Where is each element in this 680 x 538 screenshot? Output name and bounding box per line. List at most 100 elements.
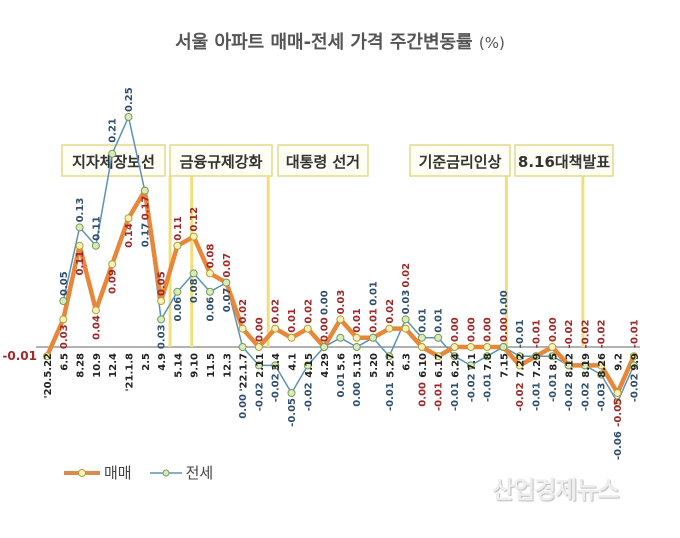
legend-label: 전세 <box>185 464 214 482</box>
x-tick-label: 6.5 <box>59 353 70 371</box>
title-wrap: 서울 아파트 매매-전세 가격 주간변동률 (%) <box>175 28 505 54</box>
x-tick-label: 7.8 <box>483 353 494 371</box>
data-point <box>320 343 329 351</box>
data-label: -0.02 <box>580 320 591 349</box>
data-label: 0.08 <box>206 244 217 269</box>
x-tick-label: 8.19 <box>581 353 592 378</box>
data-label: -0.01 <box>434 382 445 411</box>
data-label: -0.06 <box>613 431 624 460</box>
data-point <box>466 343 475 351</box>
x-tick-label: 5.20 <box>369 353 380 378</box>
data-point <box>434 352 443 361</box>
data-point <box>124 214 133 223</box>
data-point <box>564 361 573 370</box>
x-tick-label: 7.29 <box>532 353 543 378</box>
x-tick-label: 5.6 <box>336 353 347 371</box>
x-tick-label: 12.3 <box>222 353 233 378</box>
data-point <box>140 186 149 195</box>
data-label: 0.00 <box>320 290 331 315</box>
data-point <box>206 269 214 278</box>
data-point <box>613 389 622 397</box>
data-label: -0.01 <box>2 349 37 363</box>
data-label: -0.01 <box>515 319 526 348</box>
data-label: -0.05 <box>613 398 624 427</box>
data-label: 0.14 <box>124 223 135 248</box>
x-tick-label: 9.10 <box>190 353 201 378</box>
data-point <box>254 343 263 351</box>
data-point <box>580 361 589 370</box>
x-tick-label: 4.29 <box>320 353 331 378</box>
data-point <box>483 352 492 361</box>
data-point <box>385 352 394 361</box>
x-tick-label: 10.9 <box>92 353 103 378</box>
data-label: 0.00 <box>320 317 331 342</box>
data-label: 0.02 <box>385 299 396 324</box>
annotation-box <box>409 144 511 177</box>
x-tick-label: '22.1.7 <box>239 353 250 392</box>
data-point <box>108 149 117 158</box>
data-label: 0.02 <box>401 263 412 288</box>
data-label: -0.01 <box>548 373 559 402</box>
data-label: 0.00 <box>466 317 477 342</box>
x-tick-label: 4.1 <box>288 353 299 371</box>
data-label: 0.12 <box>189 207 200 232</box>
data-point <box>157 315 166 324</box>
data-label: 0.03 <box>59 324 70 349</box>
data-label: 0.02 <box>238 299 249 324</box>
data-point <box>271 361 280 370</box>
data-point <box>548 343 557 351</box>
data-label: 0.01 <box>417 308 428 333</box>
x-tick-label: 3.4 <box>271 353 282 371</box>
data-label: 0.00 <box>483 317 494 342</box>
x-tick-label: 6.17 <box>434 353 445 378</box>
data-point <box>450 352 459 361</box>
data-point <box>189 269 198 278</box>
x-tick-label: 8.5 <box>548 353 559 371</box>
data-point <box>173 287 182 296</box>
data-point <box>108 260 117 269</box>
annotation-label: 8.16대책발표 <box>518 153 610 171</box>
data-point <box>59 315 68 324</box>
data-point <box>157 297 166 305</box>
data-label: -0.03 <box>597 383 608 412</box>
annotation-box <box>277 144 369 177</box>
data-label: 0.02 <box>271 299 282 324</box>
title-text: 서울 아파트 매매-전세 가격 주간변동률 <box>175 32 473 53</box>
data-label: 0.01 <box>434 308 445 333</box>
x-tick-label: 2.11 <box>255 353 266 378</box>
data-point <box>629 361 638 370</box>
x-tick-label: 12.4 <box>108 353 119 378</box>
data-label: 0.03 <box>401 290 412 315</box>
data-point <box>59 297 68 305</box>
annotation-label: 금융규제강화 <box>180 153 263 171</box>
data-label: -0.02 <box>271 373 282 402</box>
x-tick-label: 5.27 <box>385 353 396 378</box>
data-label: 0.11 <box>75 251 86 276</box>
data-point <box>75 223 84 232</box>
x-tick-label: 7.15 <box>499 353 510 378</box>
data-point <box>206 287 214 296</box>
data-label: 0.00 <box>238 394 249 419</box>
x-tick-label: 2.5 <box>141 353 152 371</box>
data-label: -0.02 <box>564 382 575 411</box>
annotation-label: 대통령 선거 <box>286 153 360 171</box>
x-tick-label: '20.5.22 <box>43 353 54 398</box>
data-label: -0.01 <box>385 382 396 411</box>
data-label: 0.00 <box>417 382 428 407</box>
data-point <box>401 315 410 324</box>
data-label: 0.17 <box>140 223 151 248</box>
data-label: 0.11 <box>173 216 184 241</box>
data-point <box>417 333 426 342</box>
data-label: 0.01 <box>369 281 380 306</box>
x-tick-label: 4.15 <box>304 353 315 378</box>
x-tick-label: 5.13 <box>353 353 364 378</box>
data-label: 0.00 <box>499 290 510 315</box>
data-label: -0.02 <box>597 320 608 349</box>
data-label: 0.00 <box>352 382 363 407</box>
x-tick-label: 6.3 <box>402 353 413 371</box>
data-point <box>336 315 345 324</box>
data-point <box>238 343 247 351</box>
data-point <box>91 241 100 250</box>
legend-item-sale: 매매 <box>64 462 132 483</box>
data-point <box>124 113 133 121</box>
